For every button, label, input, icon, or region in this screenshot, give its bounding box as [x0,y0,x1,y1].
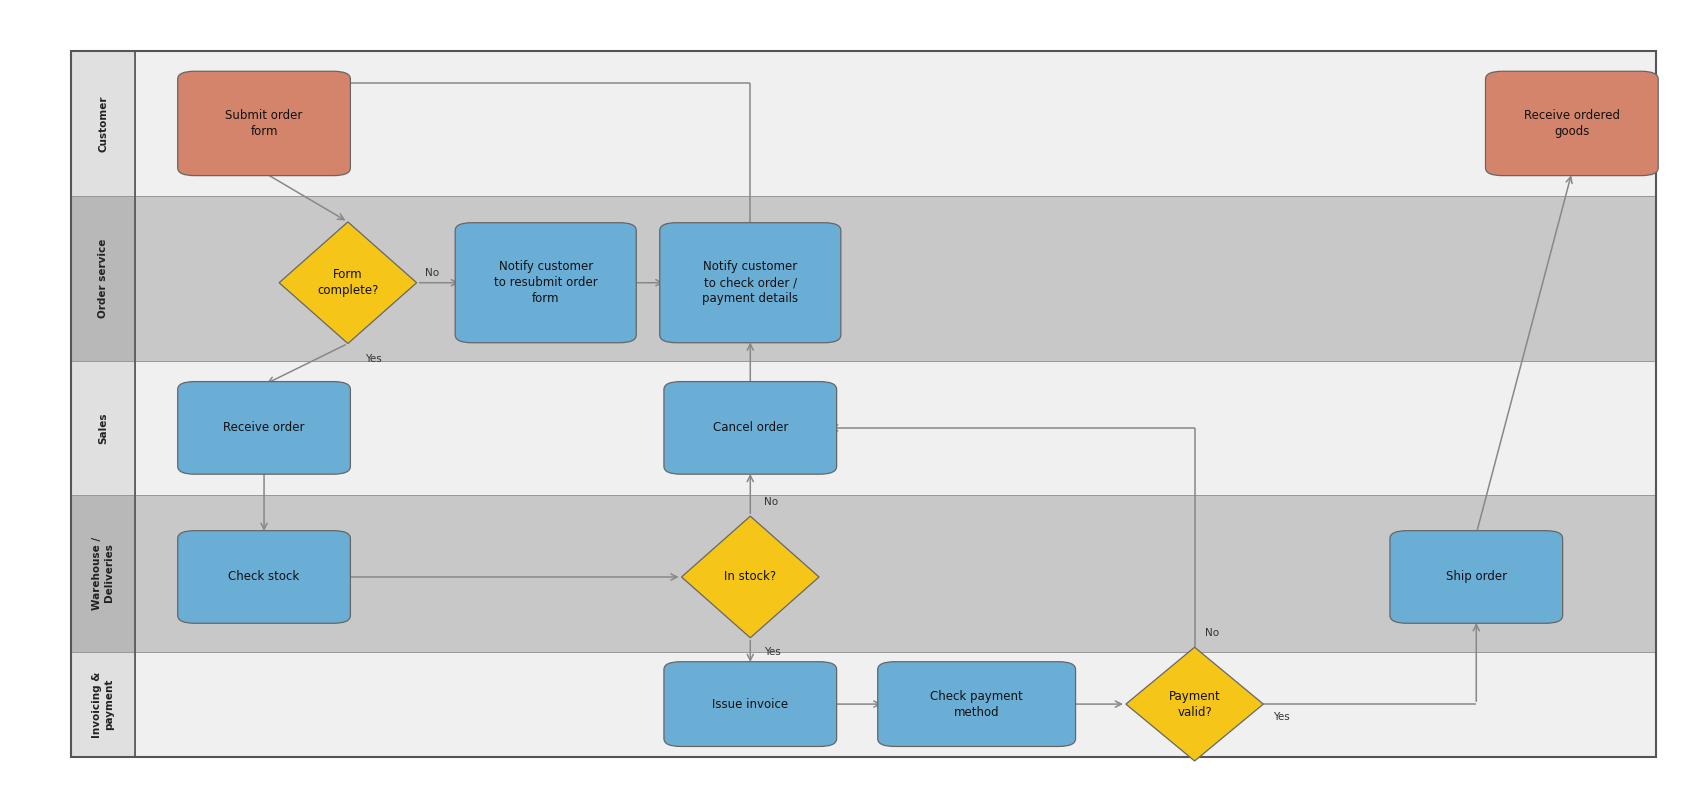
Text: Receive ordered
goods: Receive ordered goods [1523,109,1619,138]
FancyBboxPatch shape [71,652,1656,757]
Text: Ship order: Ship order [1446,570,1506,584]
Text: Customer: Customer [98,96,108,152]
FancyBboxPatch shape [71,495,135,652]
Text: Issue invoice: Issue invoice [713,698,789,711]
Text: Sales: Sales [98,412,108,443]
Text: Cancel order: Cancel order [713,421,789,435]
FancyBboxPatch shape [71,197,135,361]
Text: Receive order: Receive order [224,421,305,435]
FancyBboxPatch shape [71,361,1656,495]
FancyBboxPatch shape [71,495,1656,652]
Text: Payment
valid?: Payment valid? [1169,690,1220,718]
Text: No: No [763,497,778,507]
Text: Yes: Yes [364,354,381,364]
Text: No: No [1205,628,1218,638]
Text: Yes: Yes [763,647,780,657]
FancyBboxPatch shape [661,223,841,343]
Polygon shape [681,516,819,638]
FancyBboxPatch shape [455,223,637,343]
FancyBboxPatch shape [71,52,135,197]
Text: Invoicing &
payment: Invoicing & payment [93,672,115,737]
Text: No: No [425,268,440,278]
Text: Order service: Order service [98,239,108,319]
FancyBboxPatch shape [1390,531,1562,623]
FancyBboxPatch shape [177,381,350,474]
FancyBboxPatch shape [664,381,837,474]
Text: Notify customer
to check order /
payment details: Notify customer to check order / payment… [703,260,799,305]
FancyBboxPatch shape [177,71,350,175]
FancyBboxPatch shape [71,52,1656,197]
Text: Warehouse /
Deliveries: Warehouse / Deliveries [93,537,115,610]
FancyBboxPatch shape [71,652,135,757]
FancyBboxPatch shape [71,361,135,495]
Text: Form
complete?: Form complete? [317,268,379,297]
Polygon shape [280,222,416,343]
FancyBboxPatch shape [71,197,1656,361]
Text: In stock?: In stock? [725,570,777,584]
FancyBboxPatch shape [177,531,350,623]
Text: Notify customer
to resubmit order
form: Notify customer to resubmit order form [494,260,598,305]
Polygon shape [1126,647,1264,761]
Text: Check payment
method: Check payment method [930,690,1023,718]
FancyBboxPatch shape [1486,71,1658,175]
Text: Submit order
form: Submit order form [226,109,303,138]
FancyBboxPatch shape [664,661,837,746]
FancyBboxPatch shape [878,661,1075,746]
Text: Yes: Yes [1274,711,1291,722]
Text: Check stock: Check stock [229,570,300,584]
